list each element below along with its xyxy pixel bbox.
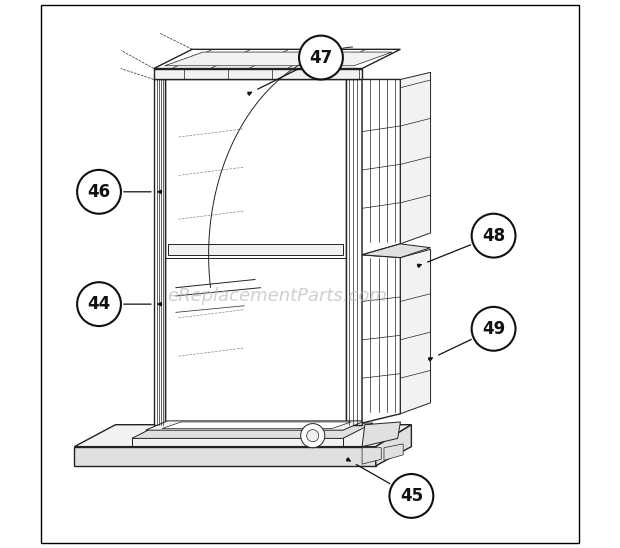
Circle shape bbox=[307, 430, 319, 442]
Polygon shape bbox=[401, 249, 430, 414]
Polygon shape bbox=[345, 79, 362, 425]
Polygon shape bbox=[74, 425, 412, 447]
Polygon shape bbox=[362, 448, 381, 464]
Polygon shape bbox=[132, 423, 373, 438]
Circle shape bbox=[472, 214, 515, 258]
Text: 49: 49 bbox=[482, 320, 505, 338]
Polygon shape bbox=[162, 422, 351, 429]
Circle shape bbox=[299, 36, 343, 79]
Text: 47: 47 bbox=[309, 49, 332, 66]
Polygon shape bbox=[154, 68, 362, 79]
Circle shape bbox=[472, 307, 515, 351]
Polygon shape bbox=[362, 244, 430, 258]
Polygon shape bbox=[167, 244, 343, 255]
Text: 48: 48 bbox=[482, 227, 505, 244]
Polygon shape bbox=[154, 49, 401, 68]
Polygon shape bbox=[384, 444, 403, 460]
Polygon shape bbox=[165, 52, 392, 66]
Circle shape bbox=[77, 282, 121, 326]
Circle shape bbox=[77, 170, 121, 214]
Polygon shape bbox=[154, 79, 165, 425]
Circle shape bbox=[389, 474, 433, 518]
Polygon shape bbox=[74, 447, 376, 466]
Polygon shape bbox=[362, 255, 401, 423]
Text: 44: 44 bbox=[87, 295, 110, 313]
Polygon shape bbox=[376, 425, 412, 466]
Polygon shape bbox=[362, 79, 401, 255]
Polygon shape bbox=[362, 422, 401, 447]
Text: 46: 46 bbox=[87, 183, 110, 201]
Polygon shape bbox=[401, 72, 430, 244]
Text: eReplacementParts.com: eReplacementParts.com bbox=[167, 287, 387, 305]
Text: 45: 45 bbox=[400, 487, 423, 505]
Polygon shape bbox=[146, 421, 365, 430]
Polygon shape bbox=[165, 79, 345, 425]
Circle shape bbox=[301, 424, 325, 448]
